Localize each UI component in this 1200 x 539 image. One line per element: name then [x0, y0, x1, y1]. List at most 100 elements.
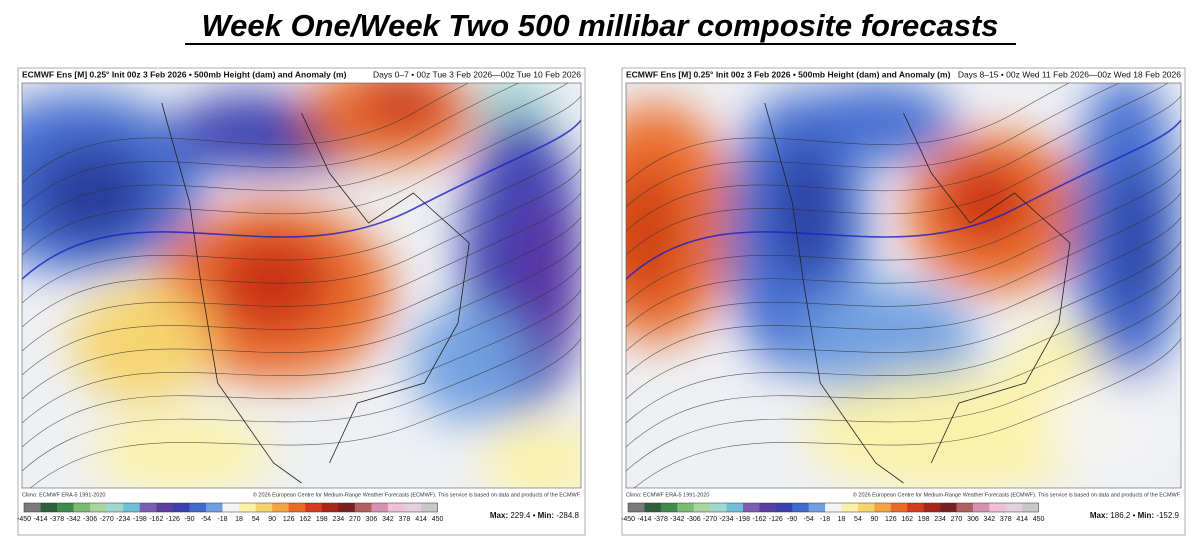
colorbar-label: 414 — [1016, 516, 1028, 523]
colorbar-label: -18 — [217, 516, 227, 523]
copyright: © 2026 European Centre for Medium-Range … — [853, 491, 1182, 498]
header-right: Days 8–15 • 00z Wed 11 Feb 2026—00z Wed … — [958, 69, 1181, 79]
colorbar-swatch — [189, 503, 207, 512]
colorbar-label: 306 — [366, 516, 378, 523]
colorbar-label: 450 — [432, 516, 444, 523]
colorbar-swatch — [255, 503, 273, 512]
panel: ECMWF Ens [M] 0.25° Init 00z 3 Feb 2026 … — [17, 67, 586, 536]
colorbar-swatch — [90, 503, 108, 512]
colorbar-swatch — [923, 503, 941, 512]
colorbar-label: -450 — [621, 516, 635, 523]
height-contour — [626, 168, 1181, 328]
panel: ECMWF Ens [M] 0.25° Init 00z 3 Feb 2026 … — [621, 67, 1186, 536]
height-contour — [22, 118, 581, 280]
height-contour — [30, 337, 581, 488]
min-label: Min: — [538, 511, 554, 520]
separator: • — [1130, 511, 1137, 520]
height-contour — [22, 289, 581, 448]
colorbar-label: -126 — [166, 516, 180, 523]
colorbar-swatch — [321, 503, 339, 512]
colorbar-swatch — [874, 503, 892, 512]
colorbar-swatch — [677, 503, 694, 512]
anomaly-blob — [412, 303, 532, 423]
anomaly-blob — [1111, 163, 1161, 323]
height-contour — [22, 216, 581, 376]
colorbar-swatch — [1022, 503, 1039, 512]
colorbar-label: -126 — [769, 516, 783, 523]
colorbar-swatch — [172, 503, 190, 512]
colorbar-label: 18 — [235, 516, 243, 523]
colorbar-label: -270 — [703, 516, 717, 523]
colorbar-swatch — [890, 503, 908, 512]
height-contour — [22, 192, 581, 352]
colorbar-label: -306 — [687, 516, 701, 523]
colorbar-label: 234 — [934, 516, 946, 523]
colorbar-label: -90 — [787, 516, 797, 523]
map — [625, 82, 1182, 489]
anomaly-blob — [796, 283, 976, 403]
colorbar-label: 90 — [870, 516, 878, 523]
colorbar-swatch — [693, 503, 711, 512]
colorbar-label: -450 — [17, 516, 31, 523]
colorbar-label: -198 — [133, 516, 147, 523]
colorbar-swatch — [73, 503, 91, 512]
colorbar-swatch — [956, 503, 974, 512]
height-contour — [22, 143, 581, 304]
height-contour — [626, 192, 1181, 352]
colorbar-swatch — [57, 503, 74, 512]
colorbar-swatch — [205, 503, 223, 512]
colorbar-swatch — [106, 503, 124, 512]
colorbar-swatch — [726, 503, 744, 512]
colorbar-swatch — [404, 503, 422, 512]
colorbar-label: 198 — [918, 516, 930, 523]
anomaly-field — [22, 83, 581, 488]
max-min: Max: 186.2 • Min: -152.9 — [1090, 511, 1180, 520]
height-contour — [626, 265, 1181, 424]
coastline — [764, 102, 1071, 484]
colorbar-swatch — [857, 503, 875, 512]
colorbar-label: 126 — [885, 516, 897, 523]
climo-note: Climo: ECMWF ERA-5 1991-2020 — [22, 492, 105, 498]
colorbar-swatch — [387, 503, 405, 512]
colorbar-swatch — [989, 503, 1007, 512]
max-label: Max: — [490, 511, 508, 520]
min: -152.9 — [1156, 511, 1179, 520]
colorbar-swatch — [940, 503, 957, 512]
colorbar-label: -342 — [67, 516, 81, 523]
colorbar-swatch — [421, 503, 438, 512]
colorbar-swatch — [644, 503, 662, 512]
colorbar-swatch — [808, 503, 826, 512]
anomaly-blob — [941, 163, 1031, 243]
height-contour — [22, 83, 569, 232]
height-contour — [626, 95, 1181, 256]
colorbar-label: -414 — [637, 516, 651, 523]
colorbar-swatch — [338, 503, 356, 512]
colorbar-label: 54 — [854, 516, 862, 523]
max-label: Max: — [1090, 511, 1108, 520]
separator: • — [530, 511, 537, 520]
map-border — [21, 82, 582, 489]
height-contour — [22, 83, 469, 184]
colorbar-swatch — [272, 503, 289, 512]
height-contour — [626, 143, 1181, 304]
height-contour — [626, 216, 1181, 376]
height-contour — [626, 313, 1181, 472]
min-label: Min: — [1138, 511, 1154, 520]
header-right: Days 0–7 • 00z Tue 3 Feb 2026—00z Tue 10… — [373, 69, 581, 79]
colorbar-label: 270 — [951, 516, 963, 523]
colorbar-swatch — [907, 503, 924, 512]
max: 186.2 — [1110, 511, 1131, 520]
colorbar-label: -162 — [149, 516, 163, 523]
colorbar-swatch — [841, 503, 859, 512]
max: 229.4 — [510, 511, 531, 520]
colorbar-label: -234 — [116, 516, 130, 523]
colorbar-swatch — [156, 503, 174, 512]
anomaly-field — [626, 83, 1181, 488]
colorbar-label: -306 — [83, 516, 97, 523]
height-contour — [626, 83, 1169, 232]
max-min: Max: 229.4 • Min: -284.8 — [490, 511, 580, 520]
colorbar-label: 270 — [349, 516, 361, 523]
colorbar-label: -54 — [201, 516, 211, 523]
colorbar-label: 162 — [299, 516, 311, 523]
